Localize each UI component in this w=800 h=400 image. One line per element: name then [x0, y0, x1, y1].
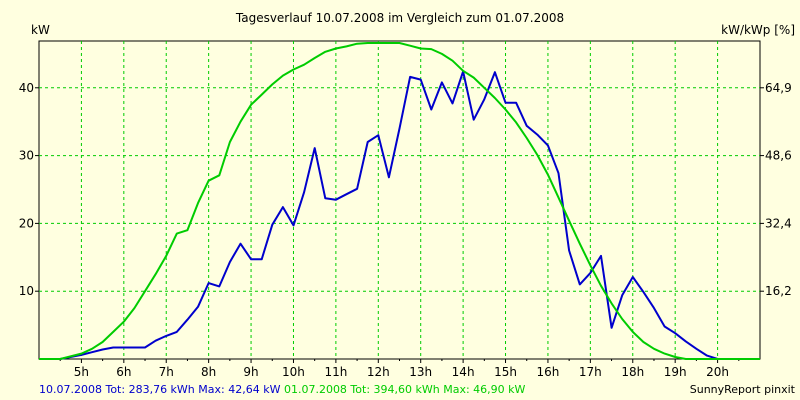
x-tick-label: 17h: [579, 365, 602, 379]
x-tick-label: 12h: [367, 365, 390, 379]
series-line-1: [39, 70, 760, 360]
x-tick-label: 10h: [282, 365, 305, 379]
y-tick-label-left: 20: [19, 216, 34, 230]
x-tick-label: 14h: [452, 365, 475, 379]
series-line-2: [39, 42, 760, 360]
legend-entry-series2: 01.07.2008 Tot: 394,60 kWh Max: 46,90 kW: [283, 383, 526, 396]
x-tick-label: 13h: [409, 365, 432, 379]
y-tick-label-right: 48,6: [765, 149, 792, 163]
y-tick-label-left: 40: [19, 81, 34, 95]
y-tick-label-left: 30: [19, 149, 34, 163]
tick-labels: 5h 6h 7h 8h 9h 10h 11h 12h 13h 14h 15h 16h 17h 18h 19h…: [19, 81, 792, 379]
x-tick-label: 11h: [324, 365, 347, 379]
x-tick-label: 7h: [159, 365, 174, 379]
y-tick-label-right: 32,4: [765, 216, 792, 230]
y-tick-label-left: 10: [19, 284, 34, 298]
credit-label: SunnyReport pinxit: [689, 383, 795, 396]
plot-area: [38, 40, 761, 360]
y-axis-label-left: kW: [31, 23, 50, 37]
x-tick-label: 18h: [621, 365, 644, 379]
x-tick-label: 6h: [116, 365, 131, 379]
series-lines: [39, 42, 760, 360]
grid: [35, 41, 764, 363]
legend-footer: 10.07.2008 Tot: 283,76 kWh Max: 42,64 kW…: [39, 383, 525, 397]
legend-entry-series1: 10.07.2008 Tot: 283,76 kWh Max: 42,64 kW: [39, 383, 281, 396]
x-tick-label: 20h: [706, 365, 729, 379]
x-tick-label: 15h: [494, 365, 517, 379]
x-tick-label: 9h: [243, 365, 258, 379]
x-tick-label: 5h: [74, 365, 89, 379]
x-tick-label: 8h: [201, 365, 216, 379]
y-tick-label-right: 16,2: [765, 284, 792, 298]
chart-title: Tagesverlauf 10.07.2008 im Vergleich zum…: [235, 11, 565, 25]
x-tick-label: 19h: [664, 365, 687, 379]
y-axis-label-right: kW/kWp [%]: [721, 23, 795, 37]
x-tick-label: 16h: [537, 365, 560, 379]
y-tick-label-right: 64,9: [765, 81, 792, 95]
